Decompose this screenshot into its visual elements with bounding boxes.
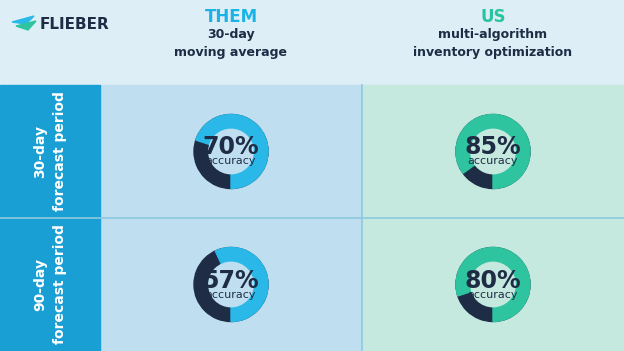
- Wedge shape: [194, 247, 268, 322]
- Text: accuracy: accuracy: [206, 290, 256, 299]
- Bar: [100, 85, 362, 218]
- Circle shape: [470, 262, 515, 307]
- Circle shape: [209, 129, 253, 174]
- Wedge shape: [456, 247, 530, 322]
- Circle shape: [470, 129, 515, 174]
- Wedge shape: [196, 114, 268, 188]
- Bar: [100, 218, 362, 351]
- Bar: [362, 85, 624, 218]
- Circle shape: [209, 262, 253, 307]
- Wedge shape: [456, 114, 530, 188]
- Wedge shape: [215, 247, 268, 322]
- Text: 70%: 70%: [203, 135, 260, 159]
- Text: THEM: THEM: [205, 8, 258, 26]
- Bar: [362, 218, 624, 351]
- Text: 85%: 85%: [465, 135, 521, 159]
- Bar: [0, 85, 100, 218]
- Wedge shape: [456, 114, 530, 188]
- Text: accuracy: accuracy: [468, 290, 519, 299]
- Wedge shape: [456, 247, 530, 322]
- Bar: [0, 218, 100, 351]
- Text: multi-algorithm
inventory optimization: multi-algorithm inventory optimization: [414, 28, 573, 59]
- Text: 57%: 57%: [203, 269, 260, 292]
- Text: 30-day
moving average: 30-day moving average: [175, 28, 288, 59]
- Text: 80%: 80%: [465, 269, 521, 292]
- Text: US: US: [480, 8, 505, 26]
- Text: accuracy: accuracy: [468, 157, 519, 166]
- Polygon shape: [12, 16, 34, 24]
- Text: 90-day
forecast period: 90-day forecast period: [33, 225, 67, 344]
- Polygon shape: [16, 21, 36, 30]
- Wedge shape: [194, 114, 268, 188]
- Text: FLIEBER: FLIEBER: [40, 17, 110, 32]
- Text: accuracy: accuracy: [206, 157, 256, 166]
- Text: 30-day
forecast period: 30-day forecast period: [33, 92, 67, 211]
